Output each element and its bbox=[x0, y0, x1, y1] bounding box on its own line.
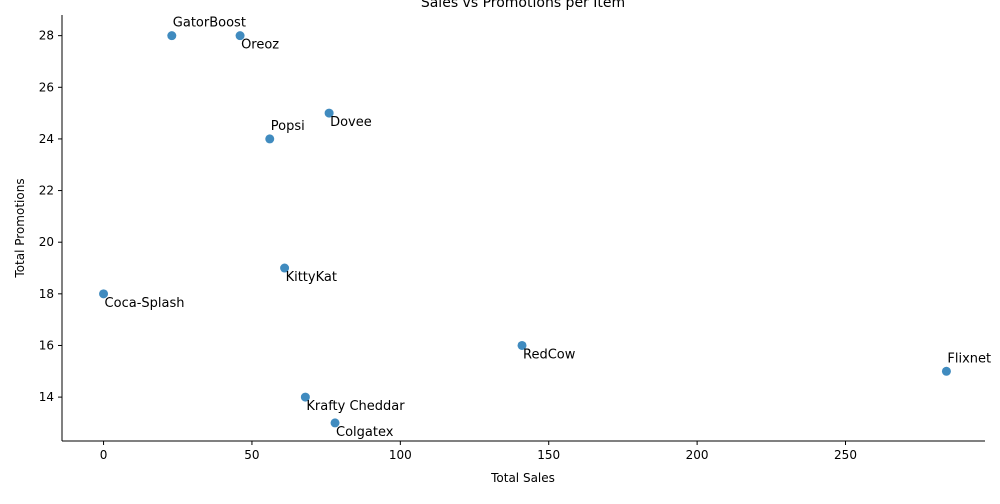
x-axis-title: Total Sales bbox=[490, 471, 555, 485]
point-label: Krafty Cheddar bbox=[306, 399, 405, 414]
x-tick-label: 100 bbox=[389, 448, 412, 462]
y-tick-label: 28 bbox=[39, 29, 54, 43]
data-point bbox=[324, 108, 334, 118]
point-label: Coca-Splash bbox=[105, 296, 185, 311]
data-point bbox=[280, 263, 290, 273]
y-axis-title: Total Promotions bbox=[13, 178, 27, 278]
point-labels: GatorBoost Oreoz Dovee Popsi KittyKat Coca-Sp… bbox=[105, 16, 992, 440]
x-tick-label: 200 bbox=[686, 448, 709, 462]
data-point bbox=[517, 340, 527, 350]
data-point bbox=[330, 418, 340, 428]
chart-title: Sales vs Promotions per Item bbox=[421, 0, 625, 11]
y-tick-label: 16 bbox=[39, 338, 54, 352]
y-tick-label: 22 bbox=[39, 184, 54, 198]
point-label: RedCow bbox=[523, 347, 576, 362]
data-point bbox=[235, 31, 245, 41]
y-tick-label: 26 bbox=[39, 80, 54, 94]
y-tick-label: 18 bbox=[39, 287, 54, 301]
x-tick-label: 0 bbox=[100, 448, 108, 462]
data-point bbox=[941, 366, 951, 376]
x-tick-label: 150 bbox=[537, 448, 560, 462]
axes: 0 50 100 150 200 250 14 16 18 20 22 24 26 28 bbox=[39, 15, 985, 462]
y-tick-label: 14 bbox=[39, 390, 54, 404]
point-label: Oreoz bbox=[241, 38, 279, 53]
point-label: Dovee bbox=[330, 115, 372, 130]
y-tick-label: 24 bbox=[39, 132, 54, 146]
data-point bbox=[265, 134, 275, 144]
data-point bbox=[167, 31, 177, 41]
y-tick-label: 20 bbox=[39, 235, 54, 249]
data-point bbox=[300, 392, 310, 402]
data-points bbox=[99, 31, 951, 428]
point-label: Flixnet bbox=[947, 351, 991, 366]
data-point bbox=[99, 289, 109, 299]
x-tick-label: 250 bbox=[834, 448, 857, 462]
point-label: KittyKat bbox=[286, 270, 337, 285]
point-label: Popsi bbox=[271, 119, 305, 134]
point-label: GatorBoost bbox=[173, 16, 246, 31]
point-label: Colgatex bbox=[336, 425, 394, 440]
x-tick-label: 50 bbox=[244, 448, 259, 462]
